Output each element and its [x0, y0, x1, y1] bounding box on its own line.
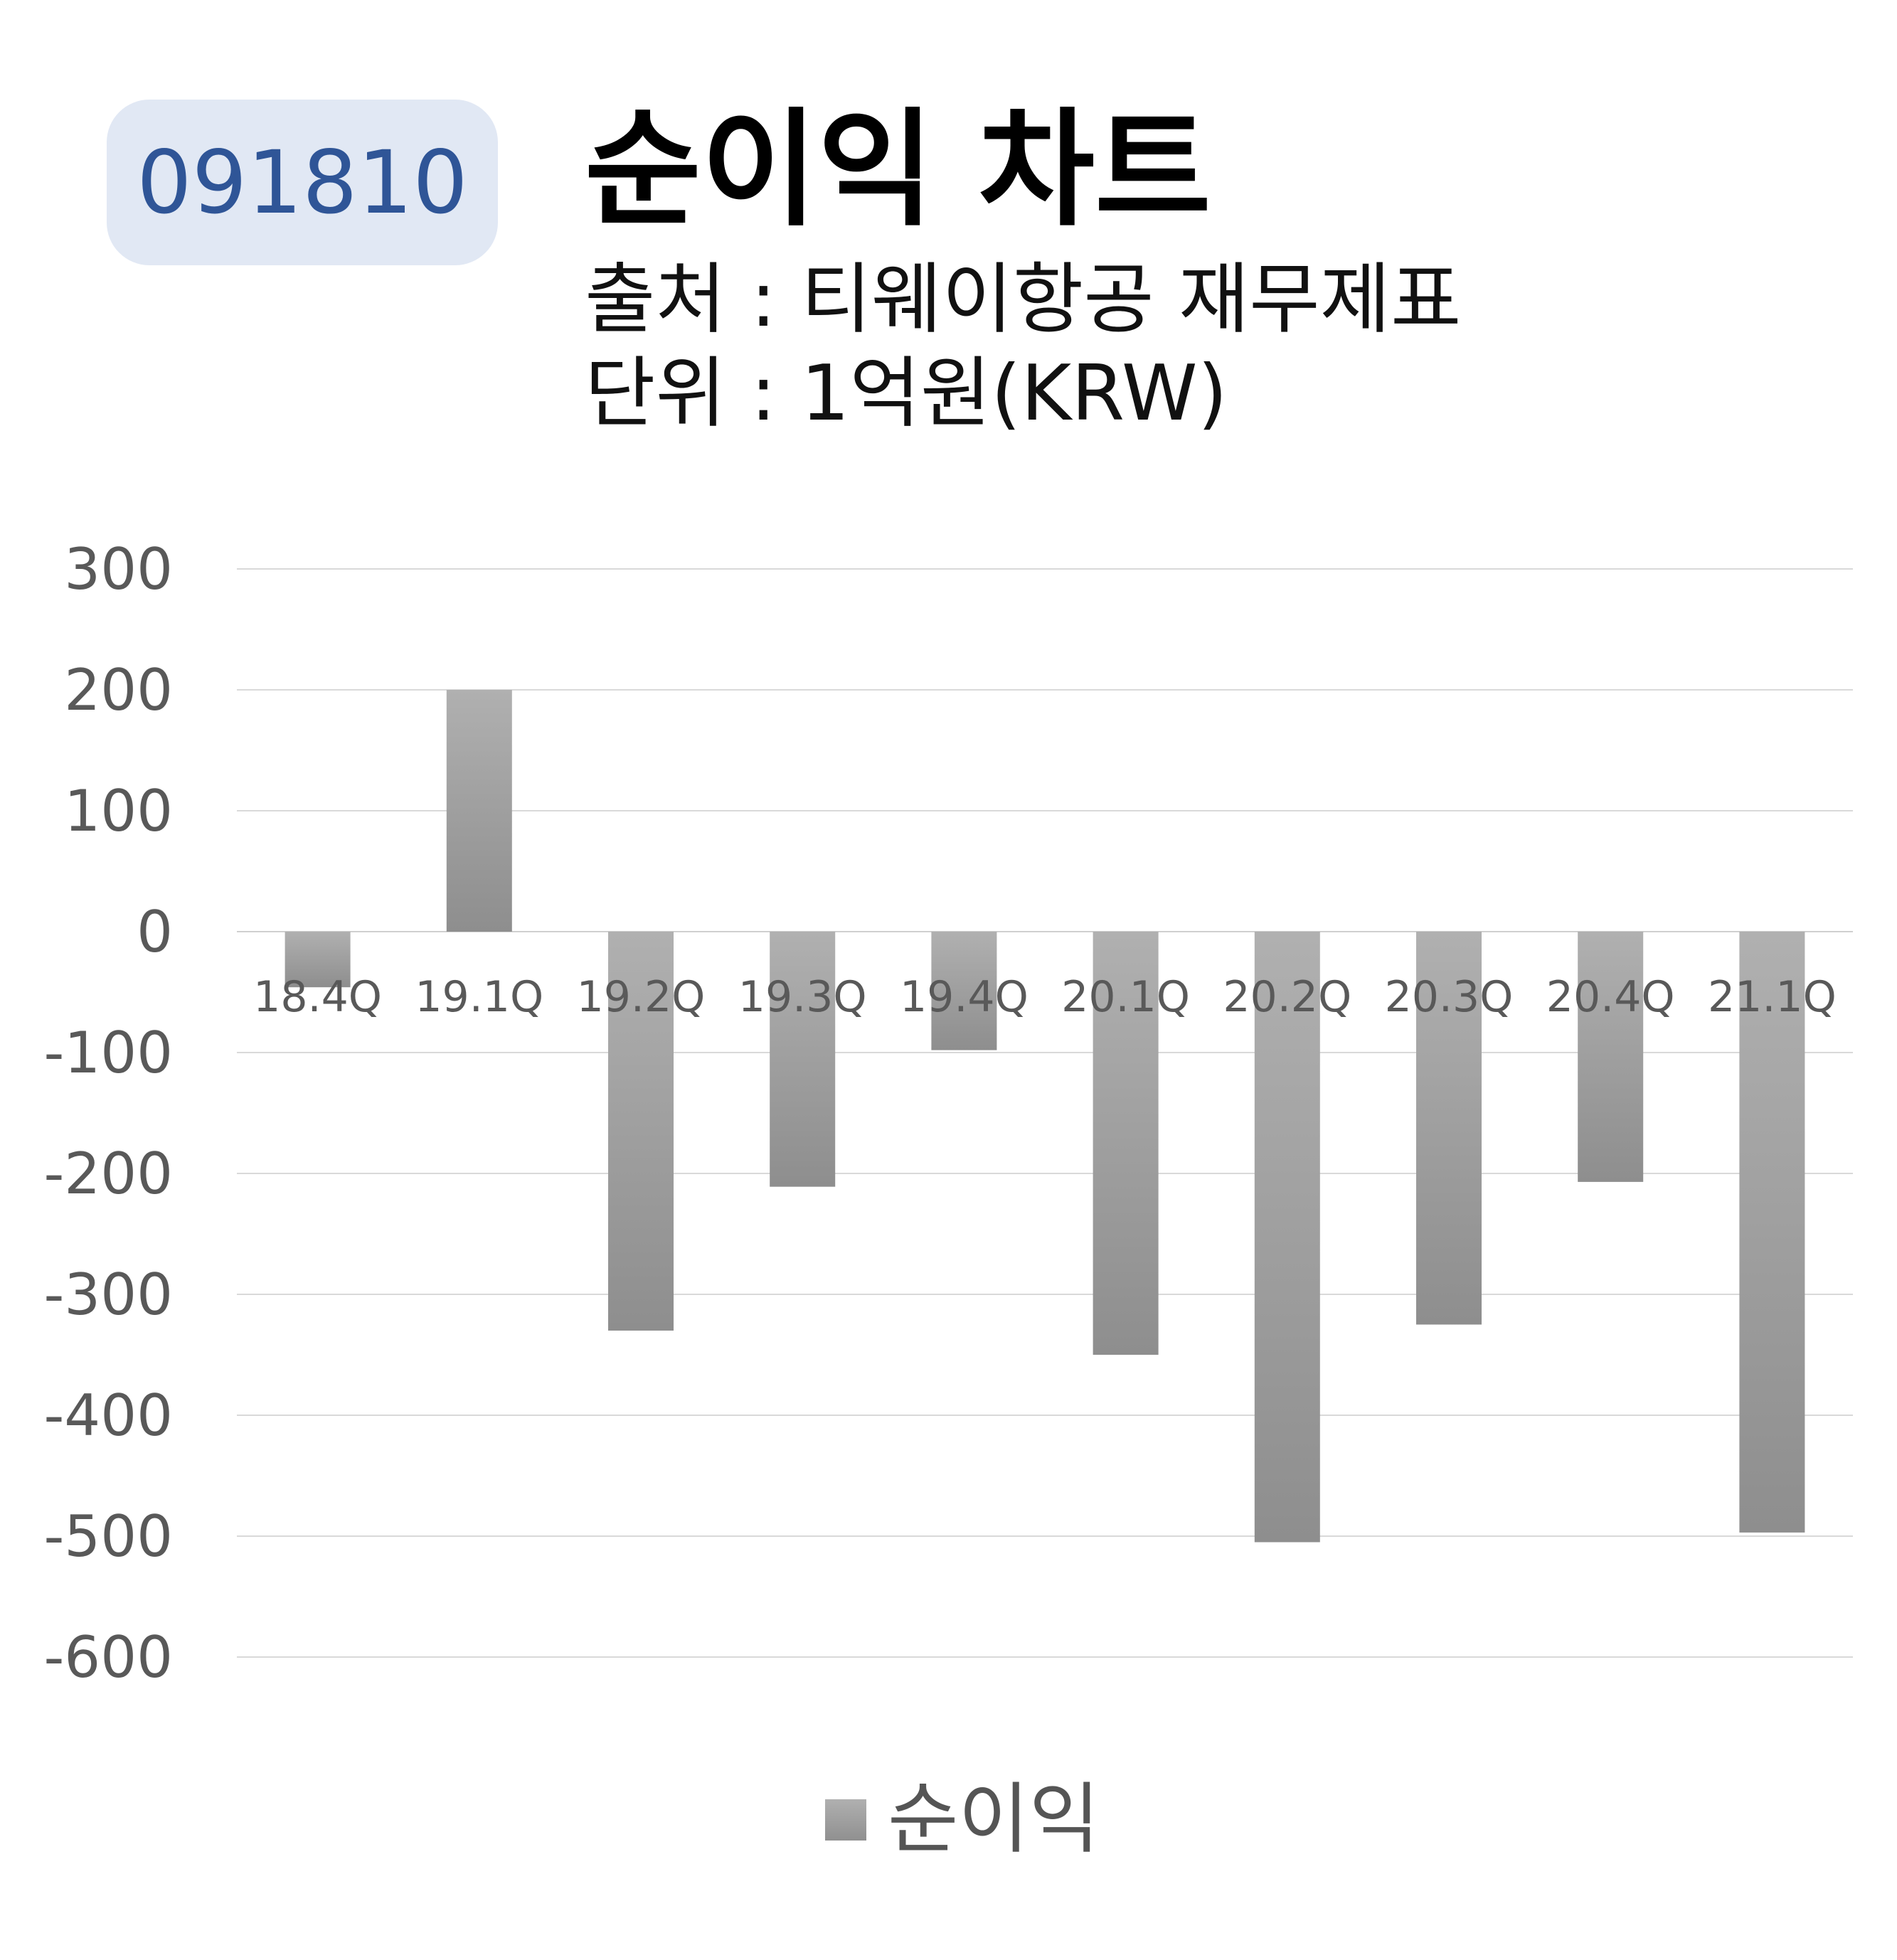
- unit-text: 단위 : 1억원(KRW): [585, 349, 1228, 438]
- x-tick-label: 19.2Q: [577, 972, 706, 1022]
- y-tick-label: -100: [43, 1020, 173, 1086]
- bar: [1093, 932, 1159, 1355]
- y-tick-label: 100: [64, 778, 173, 844]
- x-axis-ticks: 18.4Q 19.1Q 19.2Q 19.3Q 19.4Q 20.1Q 20.2Q 20.3Q…: [253, 972, 1837, 1022]
- bar: [1416, 932, 1482, 1325]
- legend-label: 순이익: [888, 1775, 1100, 1864]
- x-tick-label: 20.2Q: [1223, 972, 1351, 1022]
- y-tick-label: -300: [43, 1262, 173, 1328]
- bar: [608, 932, 674, 1331]
- y-axis-ticks: 300 200 100 0 -100 -200 -300 -400 -500 -600: [43, 536, 173, 1690]
- x-tick-label: 19.1Q: [415, 972, 543, 1022]
- y-tick-label: -400: [43, 1383, 173, 1449]
- x-tick-label: 19.3Q: [738, 972, 867, 1022]
- source-text: 출처 : 티웨이항공 재무제표: [585, 255, 1462, 344]
- stock-code-badge: 091810: [107, 100, 498, 265]
- x-tick-label: 18.4Q: [253, 972, 382, 1022]
- bar: [931, 932, 997, 1050]
- y-tick-label: -600: [43, 1624, 173, 1690]
- y-tick-label: 0: [137, 899, 173, 965]
- legend: 순이익: [825, 1781, 1100, 1858]
- y-tick-label: 300: [64, 536, 173, 602]
- x-tick-label: 21.1Q: [1708, 972, 1837, 1022]
- y-tick-label: 200: [64, 657, 173, 723]
- bar: [285, 932, 351, 988]
- chart-title: 순이익 차트: [585, 96, 1211, 243]
- bar: [446, 690, 512, 932]
- bars: [285, 690, 1805, 1543]
- bar: [1739, 932, 1805, 1533]
- stock-code: 091810: [137, 132, 468, 233]
- x-tick-label: 19.4Q: [900, 972, 1029, 1022]
- bar: [1254, 932, 1320, 1543]
- x-tick-label: 20.3Q: [1385, 972, 1514, 1022]
- bar: [1578, 932, 1644, 1182]
- x-tick-label: 20.4Q: [1546, 972, 1675, 1022]
- y-tick-label: -500: [43, 1503, 173, 1570]
- y-tick-label: -200: [43, 1141, 173, 1207]
- legend-swatch: [825, 1799, 866, 1841]
- x-tick-label: 20.1Q: [1061, 972, 1190, 1022]
- bar: [770, 932, 836, 1187]
